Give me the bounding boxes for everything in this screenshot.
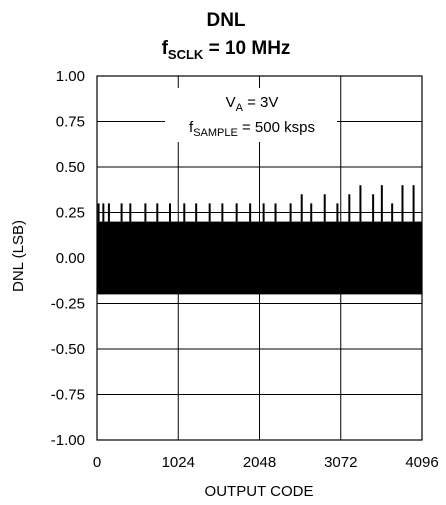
y-tick-label: -0.25: [51, 296, 85, 313]
dnl-noise-band: [97, 221, 422, 295]
y-tick-label: 0.25: [56, 205, 85, 222]
y-tick-label: 0.75: [56, 114, 85, 131]
chart-title: DNL: [206, 10, 245, 31]
dnl-trace: [97, 185, 422, 295]
chart-subtitle: fSCLK = 10 MHz: [162, 38, 291, 62]
y-axis-label: DNL (LSB): [10, 220, 27, 292]
annotation-box: [165, 88, 337, 142]
x-tick-labels: 0 1024 2048 3072 4096: [93, 454, 439, 471]
x-tick-label: 0: [93, 454, 101, 471]
x-tick-label: 3072: [324, 454, 357, 471]
annotation-line-2: fSAMPLE = 500 ksps: [189, 119, 315, 139]
plot-frame: [96, 75, 423, 441]
y-tick-label: 0.50: [56, 159, 85, 176]
y-tick-labels: 1.00 0.75 0.50 0.25 0.00 -0.25 -0.50 -0.75 -1.00: [51, 68, 85, 449]
x-tick-label: 2048: [243, 454, 276, 471]
y-tick-label: -0.75: [51, 387, 85, 404]
y-tick-label: 0.00: [56, 250, 85, 267]
y-tick-label: -0.50: [51, 341, 85, 358]
y-tick-label: 1.00: [56, 68, 85, 85]
y-tick-label: -1.00: [51, 432, 85, 449]
x-tick-label: 1024: [162, 454, 195, 471]
annotation-line-1: VA = 3V: [226, 94, 279, 114]
x-tick-label: 4096: [405, 454, 438, 471]
x-axis-label: OUTPUT CODE: [205, 483, 314, 500]
